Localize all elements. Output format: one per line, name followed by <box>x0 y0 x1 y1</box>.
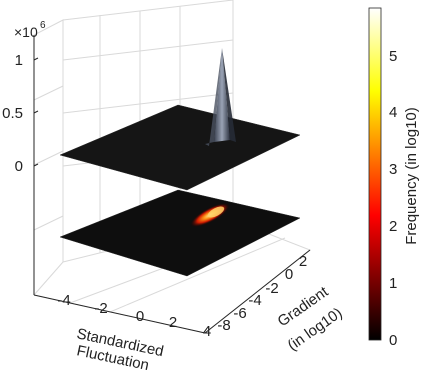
y-tick-label: -4 <box>248 292 261 309</box>
z-exponent-power: 6 <box>40 20 46 31</box>
y-tick-label: -8 <box>217 317 230 334</box>
y-tick-label: 2 <box>299 253 307 270</box>
surface-peak <box>214 48 230 142</box>
y-tick-label: -2 <box>265 280 278 297</box>
colorbar-tick-label: 5 <box>389 48 397 65</box>
z-tick-label: 0 <box>15 158 23 175</box>
colorbar: 0 1 2 3 4 5 Frequency (in log10) <box>368 7 420 349</box>
colorbar-gradient <box>368 7 382 341</box>
colorbar-tick-label: 1 <box>389 275 397 292</box>
z-tick-label: 1 <box>15 52 23 69</box>
y-tick-label: 0 <box>285 266 293 283</box>
heatmap-plane <box>59 189 301 277</box>
colorbar-label: Frequency (in log10) <box>403 107 420 245</box>
y-axis: -8 -6 -4 -2 0 2 Gradient (in log10) <box>204 249 346 354</box>
x-tick-label: 0 <box>136 308 144 325</box>
colorbar-tick-label: 4 <box>389 104 397 121</box>
colorbar-tick-label: 3 <box>389 161 397 178</box>
z-axis: ×10 6 1 0.5 0 <box>2 20 46 295</box>
surface-plane <box>59 48 301 191</box>
x-tick-label: -4 <box>57 292 70 309</box>
x-tick-label: 2 <box>169 314 177 331</box>
x-axis: -4 -2 0 2 4 Standardized Fluctuation <box>33 292 211 374</box>
y-tick-label: -6 <box>233 305 246 322</box>
colorbar-tick-label: 2 <box>389 218 397 235</box>
z-exponent-base: ×10 <box>14 24 38 40</box>
colorbar-tick-label: 0 <box>389 332 397 349</box>
x-tick-label: -2 <box>94 300 107 317</box>
z-tick-label: 0.5 <box>2 105 23 122</box>
